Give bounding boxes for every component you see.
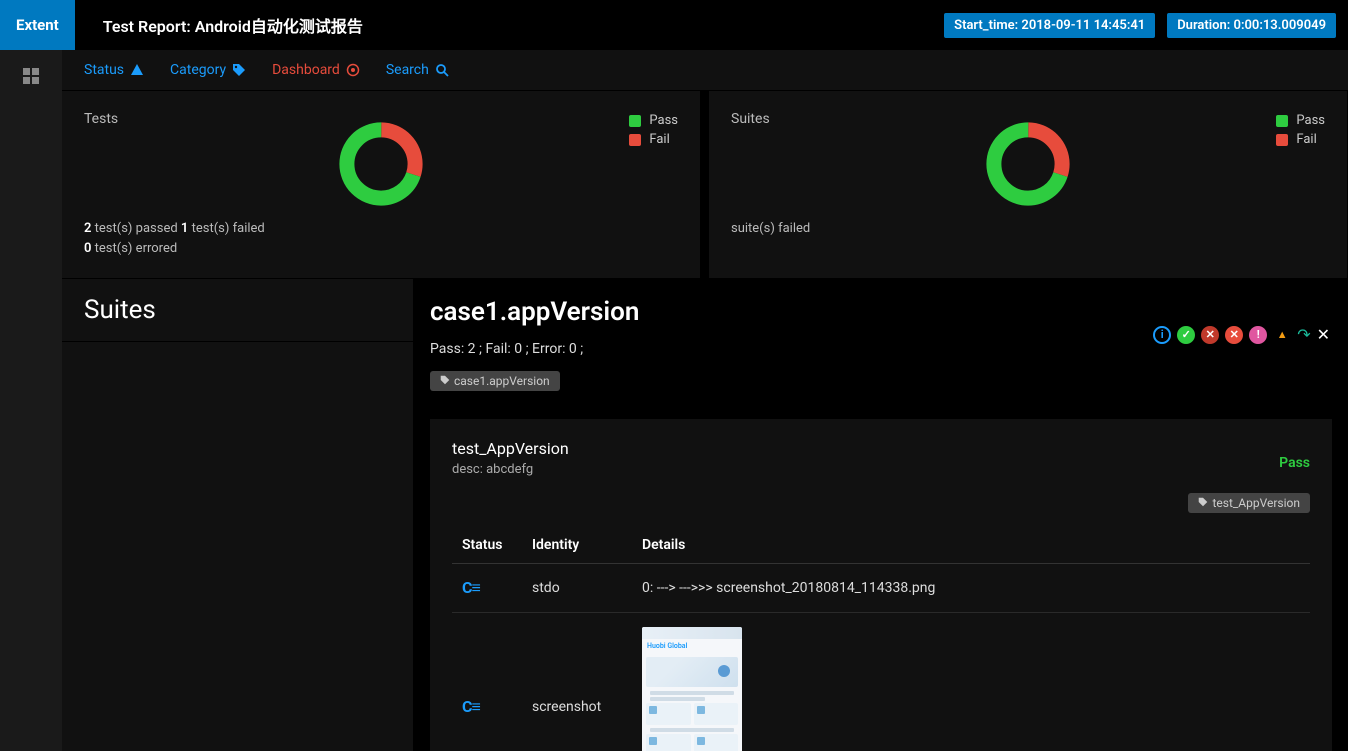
test-status: Pass: [1279, 455, 1310, 471]
tests-legend: Pass Fail: [629, 113, 678, 151]
detail-tag[interactable]: case1.appVersion: [430, 371, 560, 391]
legend-swatch-pass: [629, 115, 641, 127]
screenshot-thumbnail[interactable]: Huobi Global: [642, 627, 742, 751]
tabs-bar: Status Category Dashboard Search: [62, 50, 1348, 91]
test-card: test_AppVersion desc: abcdefg Pass test_…: [430, 419, 1332, 751]
suites-header: Suites: [62, 279, 413, 342]
tag-icon: [440, 374, 450, 388]
suites-column: Suites: [62, 279, 414, 751]
tab-status[interactable]: Status: [84, 62, 144, 78]
detail-column: case1.appVersion i ✓ ✕ ✕ ! ▲ ↷ ✕ Pass: 2…: [414, 279, 1348, 751]
test-tag[interactable]: test_AppVersion: [1188, 493, 1310, 513]
legend-swatch-fail: [1276, 134, 1288, 146]
close-icon[interactable]: ✕: [1317, 325, 1330, 344]
tests-donut-chart: [336, 119, 426, 209]
info-icon[interactable]: i: [1153, 326, 1171, 344]
tag-icon: [1198, 496, 1208, 510]
logo[interactable]: Extent: [0, 0, 75, 50]
target-icon: [346, 63, 360, 77]
test-tag-label: test_AppVersion: [1212, 496, 1300, 510]
col-status: Status: [452, 527, 522, 564]
layout: Status Category Dashboard Search Tests: [0, 50, 1348, 751]
test-desc: desc: abcdefg: [452, 462, 1310, 477]
legend-fail-label: Fail: [649, 132, 669, 147]
dashboard-icon[interactable]: [23, 68, 39, 88]
table-row: C≡ screenshot Huobi Global: [452, 613, 1310, 751]
warn-icon[interactable]: ▲: [1273, 326, 1291, 344]
row-identity: screenshot: [522, 613, 632, 751]
top-bar: Extent Test Report: Android自动化测试报告 Start…: [0, 0, 1348, 50]
detail-title: case1.appVersion: [430, 297, 1332, 327]
log-status-icon: C≡: [462, 578, 480, 597]
thumb-title: Huobi Global: [642, 639, 742, 653]
row-details: 0: ---> --->>> screenshot_20180814_11433…: [632, 564, 1310, 613]
tab-dashboard-label: Dashboard: [272, 62, 340, 78]
tab-status-label: Status: [84, 62, 124, 78]
tag-icon: [232, 63, 246, 77]
test-name: test_AppVersion: [452, 439, 1310, 458]
col-details: Details: [632, 527, 1310, 564]
legend-swatch-fail: [629, 134, 641, 146]
table-row: C≡ stdo 0: ---> --->>> screenshot_201808…: [452, 564, 1310, 613]
log-status-icon: C≡: [462, 697, 480, 716]
pass-icon[interactable]: ✓: [1177, 326, 1195, 344]
tab-search[interactable]: Search: [386, 62, 449, 78]
fail-icon[interactable]: ✕: [1201, 326, 1219, 344]
duration-badge: Duration: 0:00:13.009049: [1167, 13, 1336, 38]
fatal-icon[interactable]: !: [1249, 326, 1267, 344]
suites-card: Suites Pass Fail suite(s) failed: [709, 91, 1348, 279]
tests-summary: 2 test(s) passed 1 test(s) failed 0 test…: [84, 219, 678, 258]
dashboard-row: Tests Pass Fail 2 test(s) passed 1 test(…: [62, 91, 1348, 279]
tab-category[interactable]: Category: [170, 62, 246, 78]
start-time-badge: Start_time: 2018-09-11 14:45:41: [944, 13, 1155, 38]
legend-pass-label: Pass: [1296, 113, 1325, 128]
tests-card: Tests Pass Fail 2 test(s) passed 1 test(…: [62, 91, 701, 279]
content-row: Suites case1.appVersion i ✓ ✕ ✕ ! ▲ ↷ ✕ …: [62, 279, 1348, 751]
row-details: Huobi Global: [632, 613, 1310, 751]
skip-icon[interactable]: ↷: [1297, 325, 1310, 344]
suites-summary: suite(s) failed: [731, 219, 1325, 239]
legend-fail-label: Fail: [1296, 132, 1316, 147]
status-icons-row: i ✓ ✕ ✕ ! ▲ ↷ ✕: [1153, 325, 1330, 344]
error-icon[interactable]: ✕: [1225, 326, 1243, 344]
col-identity: Identity: [522, 527, 632, 564]
detail-tag-label: case1.appVersion: [454, 374, 550, 388]
legend-pass-label: Pass: [649, 113, 678, 128]
row-identity: stdo: [522, 564, 632, 613]
left-sidebar: [0, 50, 62, 751]
search-icon: [435, 63, 449, 77]
log-table: Status Identity Details C≡ stdo 0: ---> …: [452, 527, 1310, 751]
tab-search-label: Search: [386, 62, 429, 78]
report-title: Test Report: Android自动化测试报告: [103, 13, 944, 37]
warning-triangle-icon: [130, 63, 144, 77]
tab-category-label: Category: [170, 62, 226, 78]
suites-legend: Pass Fail: [1276, 113, 1325, 151]
tab-dashboard[interactable]: Dashboard: [272, 62, 360, 78]
legend-swatch-pass: [1276, 115, 1288, 127]
suites-donut-chart: [983, 119, 1073, 209]
main-content: Status Category Dashboard Search Tests: [62, 50, 1348, 751]
